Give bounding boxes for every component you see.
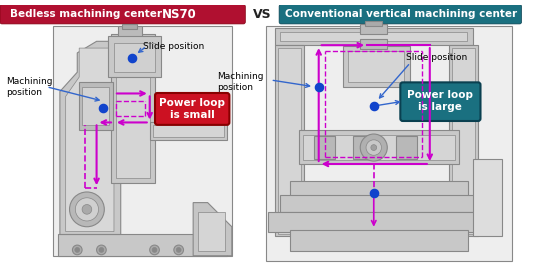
Circle shape <box>76 198 98 221</box>
FancyBboxPatch shape <box>360 39 387 49</box>
Circle shape <box>70 192 104 227</box>
FancyBboxPatch shape <box>452 48 475 234</box>
FancyBboxPatch shape <box>108 36 161 77</box>
FancyBboxPatch shape <box>290 181 468 196</box>
Circle shape <box>97 245 106 255</box>
FancyBboxPatch shape <box>79 82 113 130</box>
FancyBboxPatch shape <box>279 5 522 24</box>
FancyBboxPatch shape <box>122 24 137 29</box>
Text: VS: VS <box>253 8 272 21</box>
Circle shape <box>176 248 181 252</box>
FancyBboxPatch shape <box>473 159 502 237</box>
Circle shape <box>366 140 381 155</box>
FancyBboxPatch shape <box>290 230 468 251</box>
Circle shape <box>174 245 184 255</box>
Text: Machining
position: Machining position <box>217 72 264 92</box>
Circle shape <box>99 248 104 252</box>
FancyBboxPatch shape <box>150 122 227 140</box>
FancyBboxPatch shape <box>275 28 473 45</box>
FancyBboxPatch shape <box>360 24 387 33</box>
FancyBboxPatch shape <box>449 45 478 237</box>
Text: Machining
position: Machining position <box>6 77 52 97</box>
Polygon shape <box>193 202 232 256</box>
Text: Slide position: Slide position <box>143 42 204 51</box>
Text: Power loop
is small: Power loop is small <box>159 98 225 120</box>
FancyBboxPatch shape <box>343 46 410 87</box>
Point <box>99 106 107 110</box>
FancyBboxPatch shape <box>111 33 154 183</box>
FancyBboxPatch shape <box>58 234 227 256</box>
FancyBboxPatch shape <box>198 212 225 251</box>
Point <box>314 85 323 89</box>
Circle shape <box>152 248 157 252</box>
FancyBboxPatch shape <box>114 43 154 72</box>
FancyBboxPatch shape <box>314 136 335 159</box>
FancyBboxPatch shape <box>118 26 142 38</box>
Text: Slide position: Slide position <box>406 53 467 62</box>
Text: NS70: NS70 <box>162 8 197 21</box>
FancyBboxPatch shape <box>280 32 468 41</box>
FancyBboxPatch shape <box>303 135 455 160</box>
FancyBboxPatch shape <box>268 212 491 232</box>
FancyBboxPatch shape <box>275 45 304 237</box>
FancyBboxPatch shape <box>82 87 109 125</box>
FancyBboxPatch shape <box>266 26 512 261</box>
Circle shape <box>72 245 82 255</box>
Circle shape <box>371 145 377 150</box>
FancyBboxPatch shape <box>365 21 382 26</box>
FancyBboxPatch shape <box>155 93 230 125</box>
FancyBboxPatch shape <box>299 130 459 164</box>
FancyBboxPatch shape <box>396 136 417 159</box>
Text: Bedless machining center: Bedless machining center <box>10 9 165 19</box>
Polygon shape <box>60 41 121 234</box>
Point <box>369 104 378 108</box>
FancyBboxPatch shape <box>53 26 232 256</box>
Text: Conventional vertical machining center: Conventional vertical machining center <box>285 9 517 19</box>
Polygon shape <box>66 48 114 232</box>
FancyBboxPatch shape <box>353 136 374 159</box>
Circle shape <box>82 205 92 214</box>
FancyBboxPatch shape <box>400 82 481 121</box>
FancyBboxPatch shape <box>278 48 301 234</box>
FancyBboxPatch shape <box>153 125 224 137</box>
Point <box>128 56 137 60</box>
Circle shape <box>360 134 387 161</box>
FancyBboxPatch shape <box>116 43 150 178</box>
Text: Power loop
is large: Power loop is large <box>407 90 474 112</box>
FancyBboxPatch shape <box>0 5 245 24</box>
FancyBboxPatch shape <box>348 51 404 82</box>
FancyBboxPatch shape <box>280 195 478 212</box>
Circle shape <box>75 248 80 252</box>
Point <box>369 191 378 195</box>
Circle shape <box>150 245 159 255</box>
